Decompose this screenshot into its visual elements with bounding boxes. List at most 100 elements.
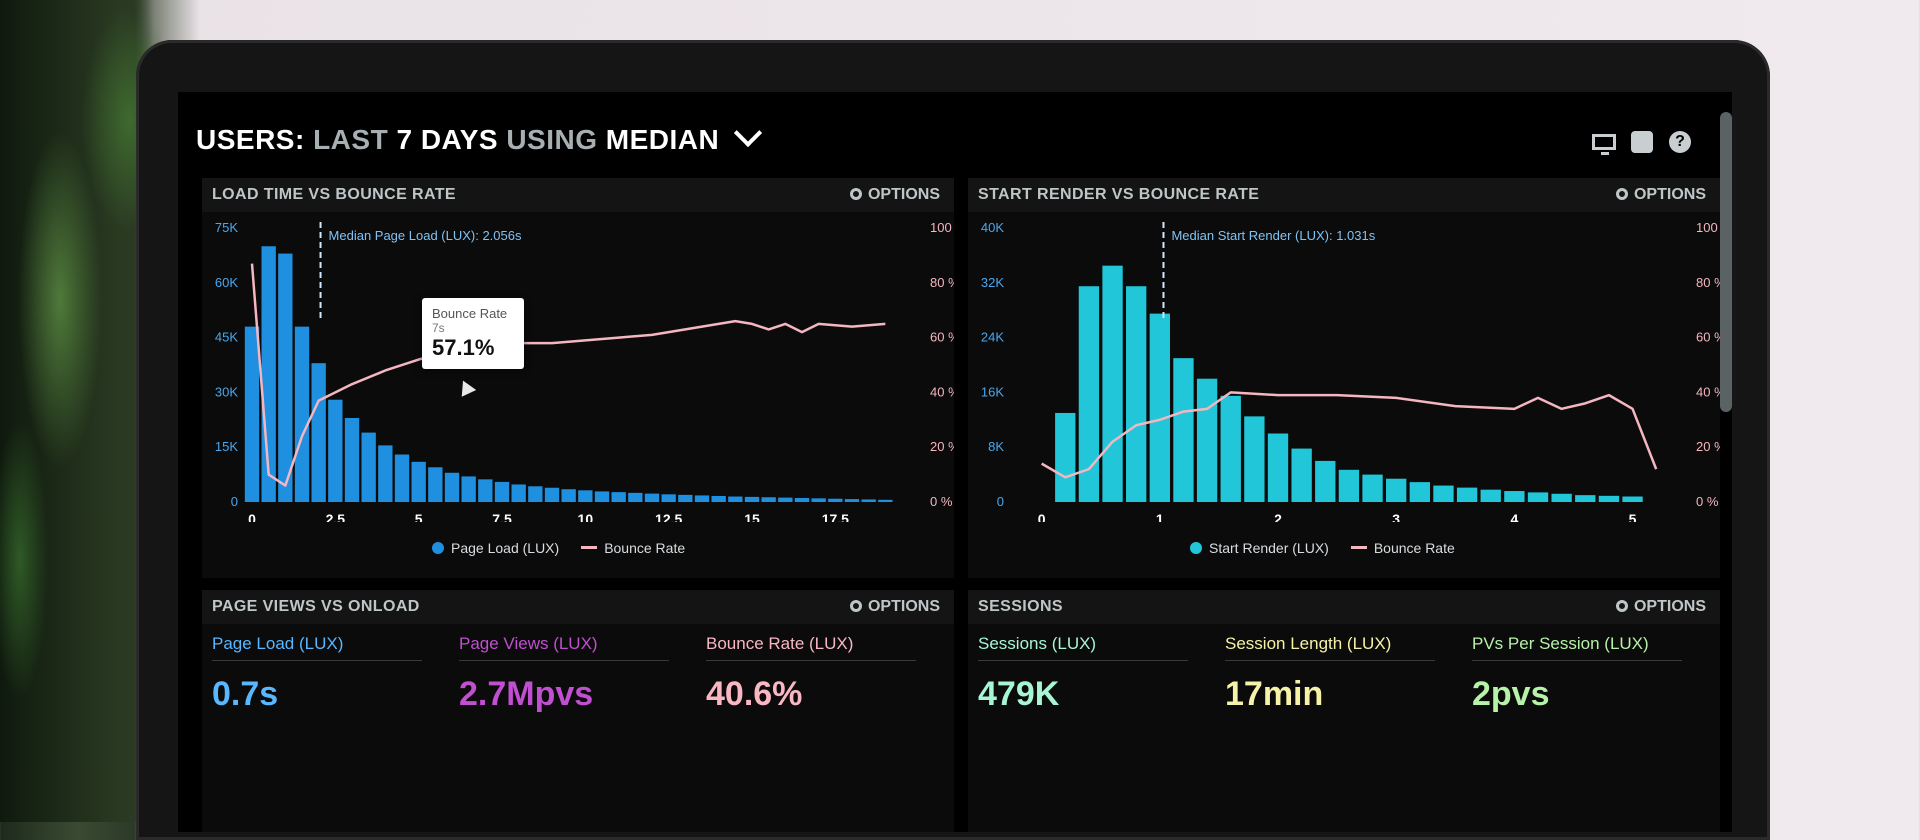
panel-title: LOAD TIME VS BOUNCE RATE: [212, 186, 456, 203]
legend-line-icon: [1350, 546, 1367, 549]
legend-bars[interactable]: Page Load (LUX): [432, 540, 559, 556]
kpi-session-length[interactable]: Session Length (LUX) 17min: [1225, 634, 1435, 714]
y-tick-label: 75K: [215, 220, 238, 235]
scrollbar[interactable]: [1720, 112, 1732, 412]
x-tick-label: 2.5: [326, 511, 346, 522]
title-days: 7 DAYS: [396, 124, 499, 155]
legend-bar-label: Page Load (LUX): [451, 540, 560, 556]
bar: [561, 489, 576, 502]
kpi-value: 17min: [1225, 675, 1324, 713]
bar: [861, 499, 876, 502]
monitor-icon: [1592, 134, 1616, 155]
panel-title: START RENDER VS BOUNCE RATE: [978, 186, 1260, 203]
bar: [428, 467, 443, 502]
y2-tick-label: 80 %: [930, 275, 954, 290]
panel-header: PAGE VIEWS VS ONLOAD OPTIONS: [202, 590, 954, 624]
bar: [528, 486, 543, 502]
bar: [661, 494, 676, 502]
kpi-bounce-rate[interactable]: Bounce Rate (LUX) 40.6%: [706, 634, 916, 714]
bar: [761, 497, 776, 502]
bar: [544, 487, 560, 502]
title-method: MEDIAN: [605, 124, 720, 155]
bar: [828, 498, 843, 502]
kpi-label: Page Load (LUX): [212, 634, 422, 661]
bar: [1598, 495, 1620, 502]
share-icon: [1631, 131, 1653, 153]
bar: [628, 492, 643, 502]
kpi-page-load[interactable]: Page Load (LUX) 0.7s: [212, 634, 422, 714]
bar: [1196, 378, 1218, 502]
kpi-value: 40.6%: [706, 675, 803, 713]
x-tick-label: 7.5: [492, 511, 512, 522]
bar: [411, 461, 426, 502]
page-title[interactable]: USERS: LAST 7 DAYS USING MEDIAN: [196, 118, 762, 156]
y2-tick-label: 40 %: [1696, 384, 1720, 399]
legend-line[interactable]: Bounce Rate: [581, 540, 685, 556]
tooltip-label: Bounce Rate: [432, 306, 508, 321]
x-tick-label: 4: [1510, 511, 1518, 522]
bar: [1504, 491, 1525, 502]
bar: [444, 472, 460, 502]
legend-line[interactable]: Bounce Rate: [1350, 540, 1455, 556]
y2-tick-label: 20 %: [930, 439, 954, 454]
bar: [1409, 482, 1430, 502]
legend-bar-label: Start Render (LUX): [1209, 540, 1329, 556]
bar: [611, 492, 626, 502]
gear-icon: [1615, 600, 1628, 612]
bar: [361, 432, 376, 502]
y2-tick-label: 60 %: [1696, 330, 1720, 345]
legend-line-label: Bounce Rate: [604, 540, 686, 556]
y2-tick-label: 60 %: [930, 330, 954, 345]
bar: [1244, 416, 1265, 502]
legend-line-icon: [581, 546, 598, 549]
dashboard-screen: USERS: LAST 7 DAYS USING MEDIAN ? LOAD T…: [178, 92, 1732, 832]
x-tick-label: 5: [415, 511, 423, 522]
monitor-button[interactable]: [1592, 130, 1616, 155]
options-button[interactable]: OPTIONS: [849, 186, 940, 204]
options-button[interactable]: OPTIONS: [849, 598, 940, 616]
bar: [1267, 433, 1289, 502]
y2-tick-label: 0 %: [930, 494, 953, 509]
options-label: OPTIONS: [1633, 186, 1706, 203]
top-toolbar: ?: [1592, 130, 1692, 155]
y-tick-label: 8K: [988, 439, 1004, 454]
x-tick-label: 2: [1274, 511, 1282, 522]
options-button[interactable]: OPTIONS: [1615, 598, 1706, 616]
bar: [511, 484, 526, 502]
x-tick-label: 10: [578, 511, 594, 522]
bar: [1433, 485, 1454, 502]
x-tick-label: 5: [1629, 511, 1637, 522]
help-button[interactable]: ?: [1668, 130, 1692, 154]
options-button[interactable]: OPTIONS: [1615, 186, 1706, 204]
bar: [461, 476, 476, 502]
bounce-rate-line: [1041, 391, 1658, 479]
kpi-page-views[interactable]: Page Views (LUX) 2.7Mpvs: [459, 634, 669, 714]
legend-bars[interactable]: Start Render (LUX): [1190, 540, 1329, 556]
bar: [794, 497, 810, 502]
bar: [1551, 493, 1572, 502]
bar: [328, 399, 343, 502]
x-tick-label: 17.5: [822, 511, 849, 522]
share-button[interactable]: [1630, 130, 1654, 154]
bar: [1173, 358, 1194, 502]
kpi-label: Page Views (LUX): [459, 634, 669, 661]
y-tick-label: 16K: [981, 384, 1004, 399]
x-tick-label: 12.5: [655, 511, 682, 522]
y2-tick-label: 20 %: [1696, 439, 1720, 454]
bar: [1078, 286, 1100, 502]
help-icon: ?: [1669, 131, 1691, 153]
gear-icon: [849, 188, 862, 200]
panel-header: START RENDER VS BOUNCE RATE OPTIONS: [968, 178, 1720, 212]
legend-dot-icon: [1190, 542, 1202, 554]
gear-icon: [849, 600, 862, 612]
title-using: USING: [506, 124, 598, 155]
bar: [878, 499, 893, 502]
y-tick-label: 0: [231, 494, 238, 509]
bar: [1622, 496, 1643, 502]
bar: [1315, 460, 1336, 502]
y-tick-label: 45K: [215, 330, 238, 345]
chevron-down-icon[interactable]: [733, 118, 762, 148]
kpi-sessions[interactable]: Sessions (LUX) 479K: [978, 634, 1188, 714]
y-tick-label: 30K: [215, 384, 238, 399]
kpi-pvs-per-session[interactable]: PVs Per Session (LUX) 2pvs: [1472, 634, 1682, 714]
